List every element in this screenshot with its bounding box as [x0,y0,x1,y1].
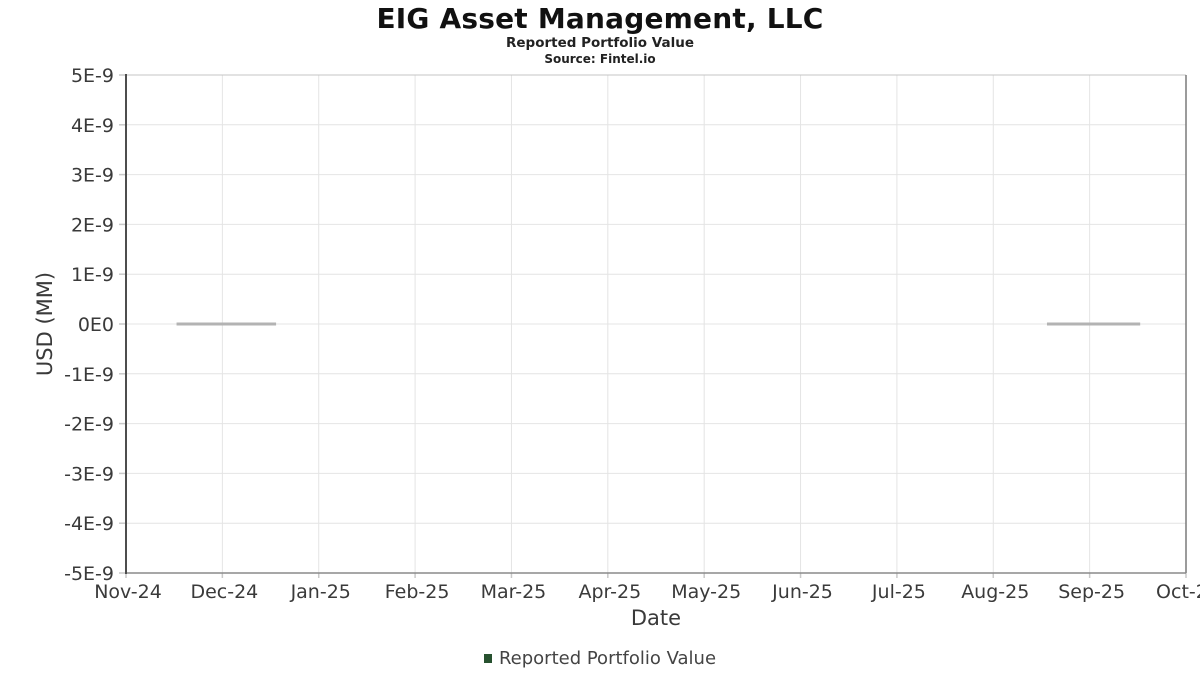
y-tick-label: 4E-9 [71,115,114,137]
x-tick-label: Dec-24 [190,581,258,603]
y-tick-label: 0E0 [78,314,114,336]
x-tick-label: Apr-25 [578,581,641,603]
chart-subtitle: Reported Portfolio Value [506,35,694,51]
y-tick-label: 5E-9 [71,65,114,87]
y-tick-label: 1E-9 [71,264,114,286]
x-tick-label: Feb-25 [385,581,450,603]
y-tick-label: -2E-9 [64,414,114,436]
x-tick-label: Jun-25 [771,581,833,603]
x-tick-label: Nov-24 [94,581,162,603]
y-tick-label: -1E-9 [64,364,114,386]
x-tick-label: Jul-25 [871,581,926,603]
y-tick-label: 3E-9 [71,165,114,187]
y-tick-label: -5E-9 [64,563,114,585]
x-tick-label: Oct-25 [1156,581,1200,603]
y-tick-label: 2E-9 [71,214,114,236]
y-tick-label: -4E-9 [64,513,114,535]
x-tick-label: Mar-25 [481,581,547,603]
x-tick-label: May-25 [671,581,741,603]
x-tick-label: Aug-25 [961,581,1029,603]
y-tick-label: -3E-9 [64,463,114,485]
x-tick-label: Sep-25 [1058,581,1125,603]
chart-title: EIG Asset Management, LLC [376,2,824,35]
legend: Reported Portfolio Value [0,646,1200,670]
x-axis-title: Date [630,606,682,630]
legend-label: Reported Portfolio Value [498,647,717,669]
y-axis-title: USD (MM) [33,271,57,377]
legend-swatch-icon [483,653,492,663]
x-tick-label: Jan-25 [290,581,351,603]
chart-source: Source: Fintel.io [544,52,656,66]
